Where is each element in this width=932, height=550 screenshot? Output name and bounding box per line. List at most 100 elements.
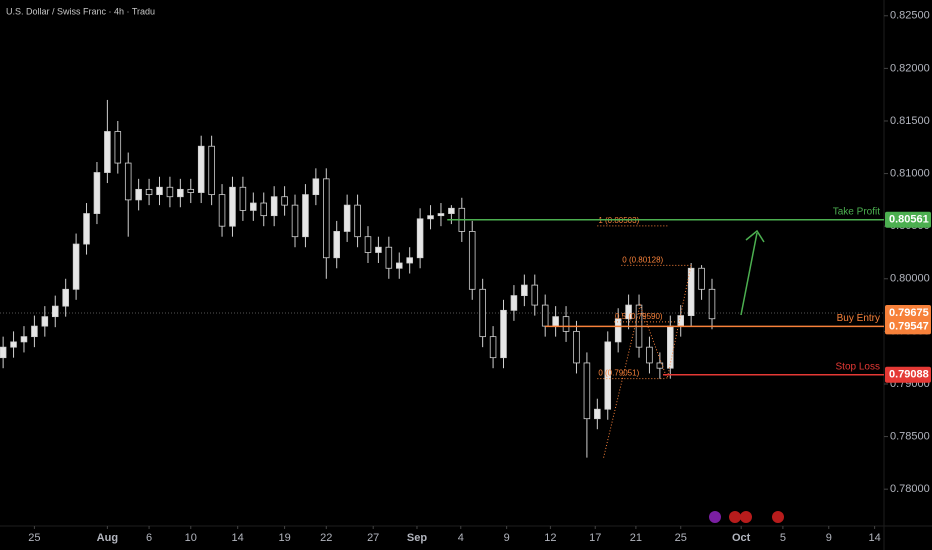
level-price-label-box — [885, 318, 931, 335]
candle — [72, 233, 80, 300]
candle — [510, 285, 518, 321]
candle-body — [395, 262, 403, 269]
candle — [552, 306, 559, 337]
fib-label: 0.5 (0.79590) — [615, 312, 663, 321]
candle — [677, 305, 684, 337]
candle-body — [312, 178, 320, 196]
candle — [521, 274, 528, 307]
y-tick-label: 0.78000 — [890, 483, 930, 495]
candle-body — [573, 330, 580, 364]
candle-body — [677, 315, 684, 327]
candle — [83, 203, 90, 255]
candle-body — [156, 186, 163, 196]
candle-body — [114, 131, 122, 164]
candle — [218, 184, 226, 237]
candle-body — [354, 204, 361, 238]
y-tick-label: 0.81500 — [890, 115, 930, 127]
candle-body — [646, 346, 653, 364]
candle — [20, 326, 28, 353]
x-tick-label: 12 — [544, 532, 556, 544]
candle-body — [416, 218, 424, 259]
candle — [156, 176, 163, 206]
level-price-label: 0.79547 — [889, 320, 929, 332]
candle — [0, 336, 7, 369]
candle — [135, 178, 142, 211]
level-name: Buy Entry — [837, 313, 880, 324]
candle-body — [531, 284, 539, 306]
candle-body — [0, 346, 7, 359]
candle-body — [468, 231, 476, 290]
candle-body — [437, 213, 445, 217]
candle-body — [62, 288, 69, 307]
level-price-label-box — [885, 211, 931, 228]
x-tick-label: Oct — [732, 532, 751, 544]
candle — [395, 252, 403, 279]
candle-body — [562, 316, 570, 332]
candle-body — [583, 362, 591, 420]
candle — [291, 194, 299, 248]
candle-body — [281, 196, 288, 206]
candle — [250, 192, 257, 221]
candle — [614, 308, 622, 353]
event-icon[interactable] — [772, 511, 784, 523]
candle-body — [208, 145, 215, 196]
candle — [646, 336, 653, 374]
candle-body — [291, 204, 299, 238]
candle-body — [698, 267, 705, 290]
y-tick-label: 0.81000 — [890, 167, 930, 179]
candle-body — [385, 246, 393, 269]
candle — [124, 152, 132, 237]
candle-body — [500, 309, 507, 359]
candle-body — [333, 231, 340, 259]
x-tick-label: 21 — [630, 532, 642, 544]
candle — [385, 236, 393, 279]
level-name: Stop Loss — [836, 361, 880, 372]
candle-body — [187, 188, 195, 193]
candle — [177, 178, 184, 208]
candle-body — [41, 316, 49, 327]
candle-body — [302, 194, 309, 238]
candle-body — [218, 194, 226, 227]
candle — [239, 176, 247, 221]
candle — [114, 120, 122, 174]
candle-body — [448, 207, 455, 214]
candle-body — [479, 288, 486, 338]
candle-body — [177, 188, 184, 198]
y-tick-label: 0.82500 — [890, 10, 930, 22]
candle — [667, 315, 674, 379]
candle — [51, 295, 59, 328]
event-icon[interactable] — [740, 511, 752, 523]
candle-body — [614, 318, 622, 343]
level-price-label: 0.79088 — [889, 369, 929, 381]
event-icon[interactable] — [729, 511, 741, 523]
candle — [197, 135, 205, 204]
candle-body — [521, 284, 528, 297]
candle-body — [656, 362, 664, 369]
candle — [406, 247, 413, 274]
candle-body — [72, 243, 80, 290]
candle — [312, 168, 320, 206]
candle-body — [229, 186, 236, 227]
candle — [260, 192, 268, 227]
candle-body — [323, 178, 330, 259]
candle — [10, 331, 17, 358]
candle — [562, 306, 570, 342]
x-tick-label: 17 — [589, 532, 601, 544]
candle-body — [625, 304, 632, 320]
candle — [343, 194, 351, 242]
x-tick-label: 9 — [504, 532, 510, 544]
fib-label: 0 (0.79051) — [598, 369, 639, 378]
event-icons — [709, 511, 784, 523]
candle — [594, 398, 601, 430]
candle — [229, 176, 236, 237]
candle — [625, 294, 632, 330]
x-tick-label: 25 — [28, 532, 40, 544]
candle — [187, 178, 195, 204]
candle — [541, 294, 549, 337]
candle-body — [375, 246, 382, 253]
event-icon[interactable] — [709, 511, 721, 523]
x-tick-label: Sep — [407, 532, 427, 544]
y-tick-label: 0.80000 — [890, 273, 930, 285]
candle-body — [260, 202, 268, 217]
